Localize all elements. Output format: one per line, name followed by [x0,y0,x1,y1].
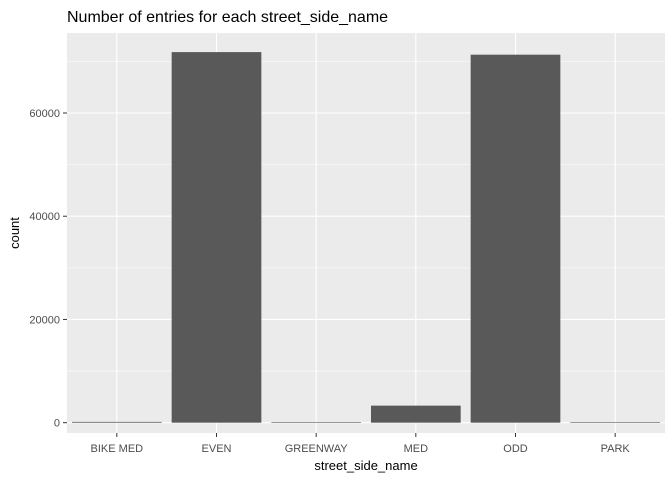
bar-odd [470,54,561,423]
bar-med [370,405,461,423]
x-axis-ticks: BIKE MED EVEN GREENWAY MED ODD PARK [91,433,631,455]
plot-panel [67,33,665,433]
x-tick-label: BIKE MED [91,443,144,455]
x-tick-label: GREENWAY [285,443,349,455]
bars [71,52,661,423]
minor-gridlines [67,61,665,372]
y-tick-label: 0 [54,418,60,430]
bar-even [171,52,262,423]
x-tick-label: PARK [601,443,631,455]
y-axis-label: count [7,217,22,249]
bar-park [570,422,661,423]
x-tick-label: ODD [503,443,528,455]
y-tick-label: 20000 [29,314,60,326]
x-axis-label: street_side_name [314,458,417,473]
y-tick-label: 40000 [29,211,60,223]
x-tick-label: EVEN [202,443,232,455]
bar-greenway [271,422,362,423]
y-tick-label: 60000 [29,108,60,120]
bar-bike-med [71,421,162,423]
chart-title: Number of entries for each street_side_n… [67,9,388,26]
y-axis-ticks: 0 20000 40000 60000 [29,108,67,430]
x-tick-label: MED [404,443,429,455]
